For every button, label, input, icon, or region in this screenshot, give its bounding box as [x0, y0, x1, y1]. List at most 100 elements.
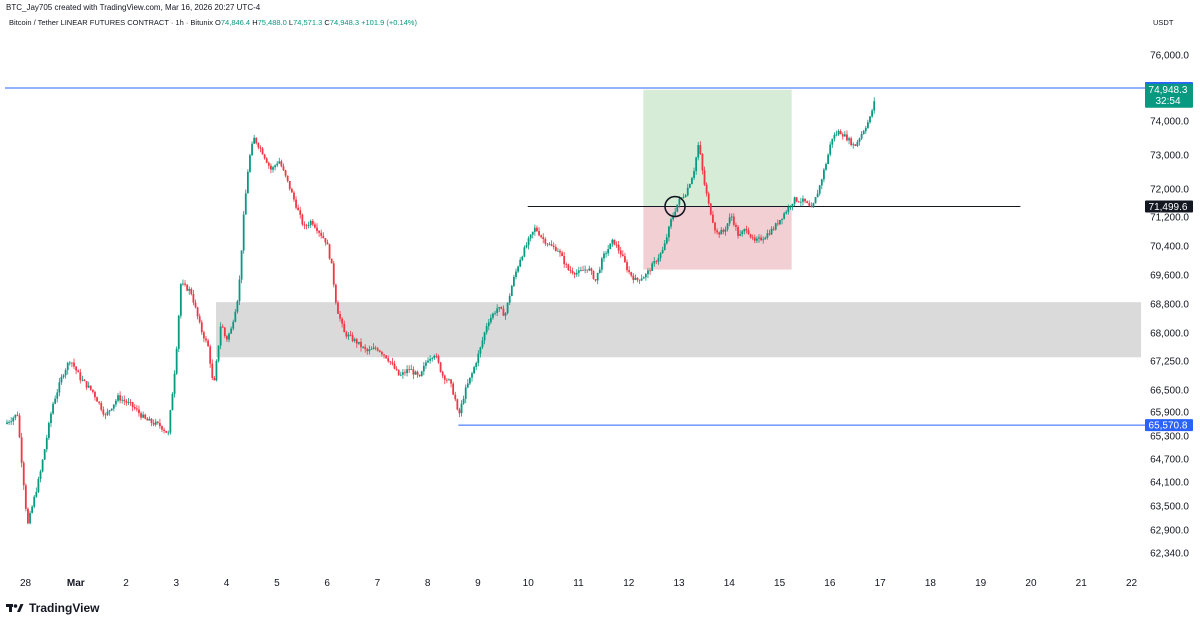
- candle: [133, 404, 136, 411]
- candle: [81, 375, 84, 382]
- candle-body: [575, 272, 578, 275]
- candle: [663, 240, 666, 251]
- candle-body: [781, 218, 783, 220]
- candle-body: [439, 362, 442, 372]
- entry-price-tag-bg: [1145, 200, 1193, 213]
- candle: [263, 153, 266, 160]
- candle-body: [85, 381, 88, 388]
- candle: [104, 412, 107, 420]
- candle-body: [743, 229, 746, 232]
- candle: [288, 180, 291, 191]
- candle-body: [422, 365, 425, 372]
- candle: [14, 414, 17, 421]
- candle: [837, 129, 840, 136]
- candle-body: [580, 270, 582, 271]
- candle: [148, 416, 151, 421]
- candle: [404, 369, 406, 376]
- candle: [267, 161, 270, 169]
- candle: [115, 399, 117, 407]
- candle: [299, 206, 302, 219]
- candle: [33, 495, 36, 509]
- candle-body: [16, 414, 19, 416]
- candle: [496, 304, 499, 317]
- candle-body: [753, 237, 756, 241]
- candle: [360, 338, 362, 352]
- candle: [228, 332, 230, 343]
- candle: [659, 252, 662, 262]
- candle: [779, 219, 781, 226]
- candle: [198, 313, 201, 324]
- candle: [582, 265, 584, 271]
- candle: [177, 314, 180, 353]
- candle-body: [64, 370, 67, 376]
- change-value: +101.9 (+0.14%): [361, 18, 417, 27]
- candle-body: [8, 422, 10, 423]
- candle: [577, 266, 580, 277]
- candle: [165, 430, 168, 434]
- candle: [150, 418, 153, 427]
- candle-body: [795, 197, 798, 202]
- candle-body: [41, 459, 44, 472]
- candle: [98, 401, 101, 405]
- candle-body: [843, 134, 846, 137]
- candle: [79, 368, 82, 384]
- candle-body: [538, 231, 540, 236]
- candle-body: [848, 138, 850, 141]
- candle-body: [297, 207, 300, 211]
- candle: [508, 293, 511, 306]
- candle: [108, 409, 111, 416]
- candle: [378, 349, 381, 353]
- candle-body: [420, 371, 423, 377]
- candle-body: [37, 478, 40, 492]
- candle-body: [330, 258, 333, 264]
- candle: [96, 396, 98, 402]
- candle: [215, 359, 218, 382]
- candle-body: [45, 438, 48, 450]
- candle: [617, 241, 620, 254]
- candle: [483, 331, 486, 345]
- candle: [43, 448, 46, 460]
- candle-body: [663, 243, 666, 251]
- candle: [77, 369, 80, 373]
- candle: [823, 167, 825, 183]
- candle-body: [33, 496, 36, 507]
- candle: [66, 361, 69, 375]
- candle: [94, 390, 96, 401]
- candle: [182, 279, 184, 286]
- candle-body: [366, 349, 369, 352]
- candle: [140, 411, 142, 420]
- time-axis: 28 Mar 2 3 4 5 6 7 8 9 10 11 12 13 14 15 16 17 18 19 20 21 22: [20, 578, 1138, 589]
- candle-body: [236, 301, 239, 312]
- candle-body: [747, 230, 750, 235]
- candle: [167, 430, 170, 436]
- candle-body: [454, 394, 457, 400]
- candle: [326, 239, 329, 245]
- candle-body: [728, 217, 731, 224]
- candle: [621, 250, 624, 257]
- candle: [720, 227, 723, 235]
- candle-body: [489, 317, 492, 323]
- brand-name: TradingView: [29, 601, 100, 615]
- candle-body: [104, 414, 107, 416]
- candle-body: [726, 223, 729, 230]
- candle-body: [431, 357, 434, 359]
- candle-body: [211, 363, 214, 378]
- candle-body: [745, 229, 748, 231]
- candle: [772, 226, 775, 231]
- candle: [810, 202, 813, 208]
- symbol-info: Bitcoin / Tether LINEAR FUTURES CONTRACT…: [9, 18, 417, 27]
- candle: [571, 267, 574, 275]
- candle-body: [448, 379, 450, 381]
- candle: [768, 229, 771, 236]
- candle-body: [600, 258, 603, 270]
- candle: [661, 246, 664, 254]
- candle: [328, 243, 331, 260]
- x-tick-label: 18: [925, 578, 937, 589]
- candle-body: [846, 134, 848, 141]
- candle-body: [825, 164, 827, 170]
- candle-body: [435, 355, 438, 357]
- candle-body: [251, 143, 253, 156]
- candle-body: [582, 270, 584, 271]
- candle-body: [835, 134, 838, 136]
